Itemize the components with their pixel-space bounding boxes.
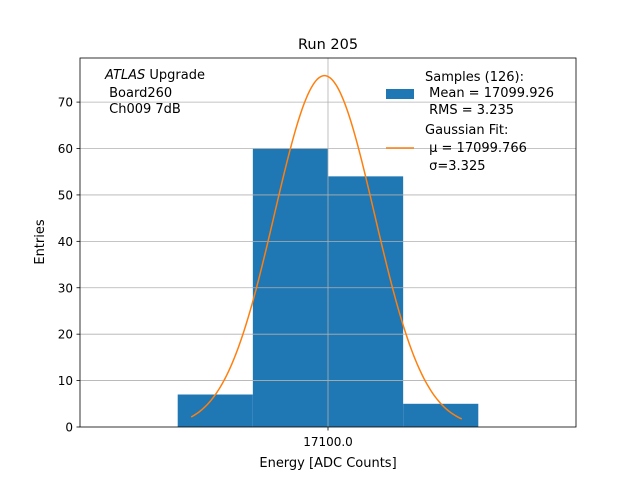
legend-samples-line2: Mean = 17099.926 [425,86,554,101]
legend: Samples (126): Mean = 17099.926 RMS = 3.… [386,70,554,174]
y-axis-label: Entries [33,219,48,265]
legend-fit-line3: σ=3.325 [425,159,485,174]
grid [80,58,576,427]
x-axis-label: Energy [ADC Counts] [259,456,396,471]
y-tick-label: 20 [58,328,73,342]
x-axis-ticks: 17100.0 [303,427,353,449]
y-tick-label: 30 [58,281,73,295]
histogram-bar [328,176,404,427]
legend-samples-line1: Samples (126): [425,70,524,85]
x-tick-label: 17100.0 [303,435,353,449]
channel-label: Ch009 7dB [105,102,181,117]
atlas-upgrade: Upgrade [145,68,205,83]
y-tick-label: 70 [58,96,73,110]
legend-fit-line1: Gaussian Fit: [425,123,508,138]
y-tick-label: 0 [65,421,73,435]
legend-samples-swatch [386,89,414,99]
svg-text:ATLAS Upgrade: ATLAS Upgrade [104,68,205,83]
histogram-bar [403,403,479,427]
y-tick-label: 60 [58,142,73,156]
atlas-annotation: ATLAS Upgrade Board260 Ch009 7dB [104,68,205,117]
board-label: Board260 [105,86,172,101]
y-axis-ticks: 0 10 20 30 40 50 60 70 [58,96,80,435]
gaussian-fit-line [190,74,463,420]
chart-title: Run 205 [298,37,358,53]
y-tick-label: 10 [58,374,73,388]
y-tick-label: 50 [58,188,73,202]
y-tick-label: 40 [58,235,73,249]
legend-samples-line3: RMS = 3.235 [425,103,514,118]
atlas-label: ATLAS [104,68,145,83]
histogram-bar [177,394,253,427]
legend-fit-line2: μ = 17099.766 [425,141,527,156]
